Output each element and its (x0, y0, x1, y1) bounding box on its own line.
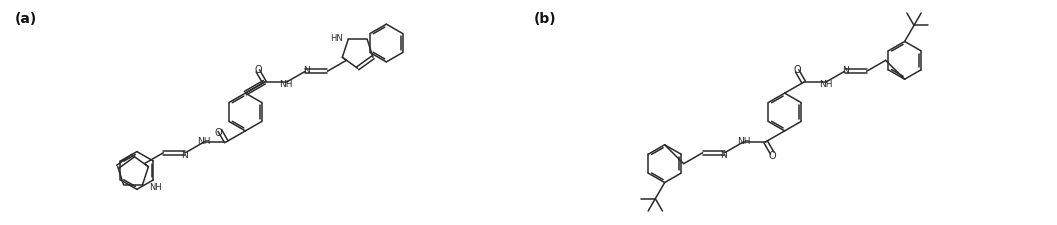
Text: N: N (181, 151, 188, 160)
Text: O: O (794, 65, 801, 74)
Text: NH: NH (819, 79, 833, 88)
Text: O: O (255, 65, 262, 74)
Text: (a): (a) (15, 12, 37, 26)
Text: HN: HN (331, 34, 344, 43)
Text: N: N (303, 65, 310, 74)
Text: NH: NH (149, 182, 163, 191)
Text: (b): (b) (534, 12, 556, 26)
Text: NH: NH (280, 79, 293, 88)
Text: NH: NH (198, 137, 211, 146)
Text: O: O (768, 151, 776, 160)
Text: NH: NH (737, 137, 750, 146)
Text: N: N (842, 65, 849, 74)
Text: N: N (720, 151, 727, 160)
Text: O: O (215, 128, 223, 138)
